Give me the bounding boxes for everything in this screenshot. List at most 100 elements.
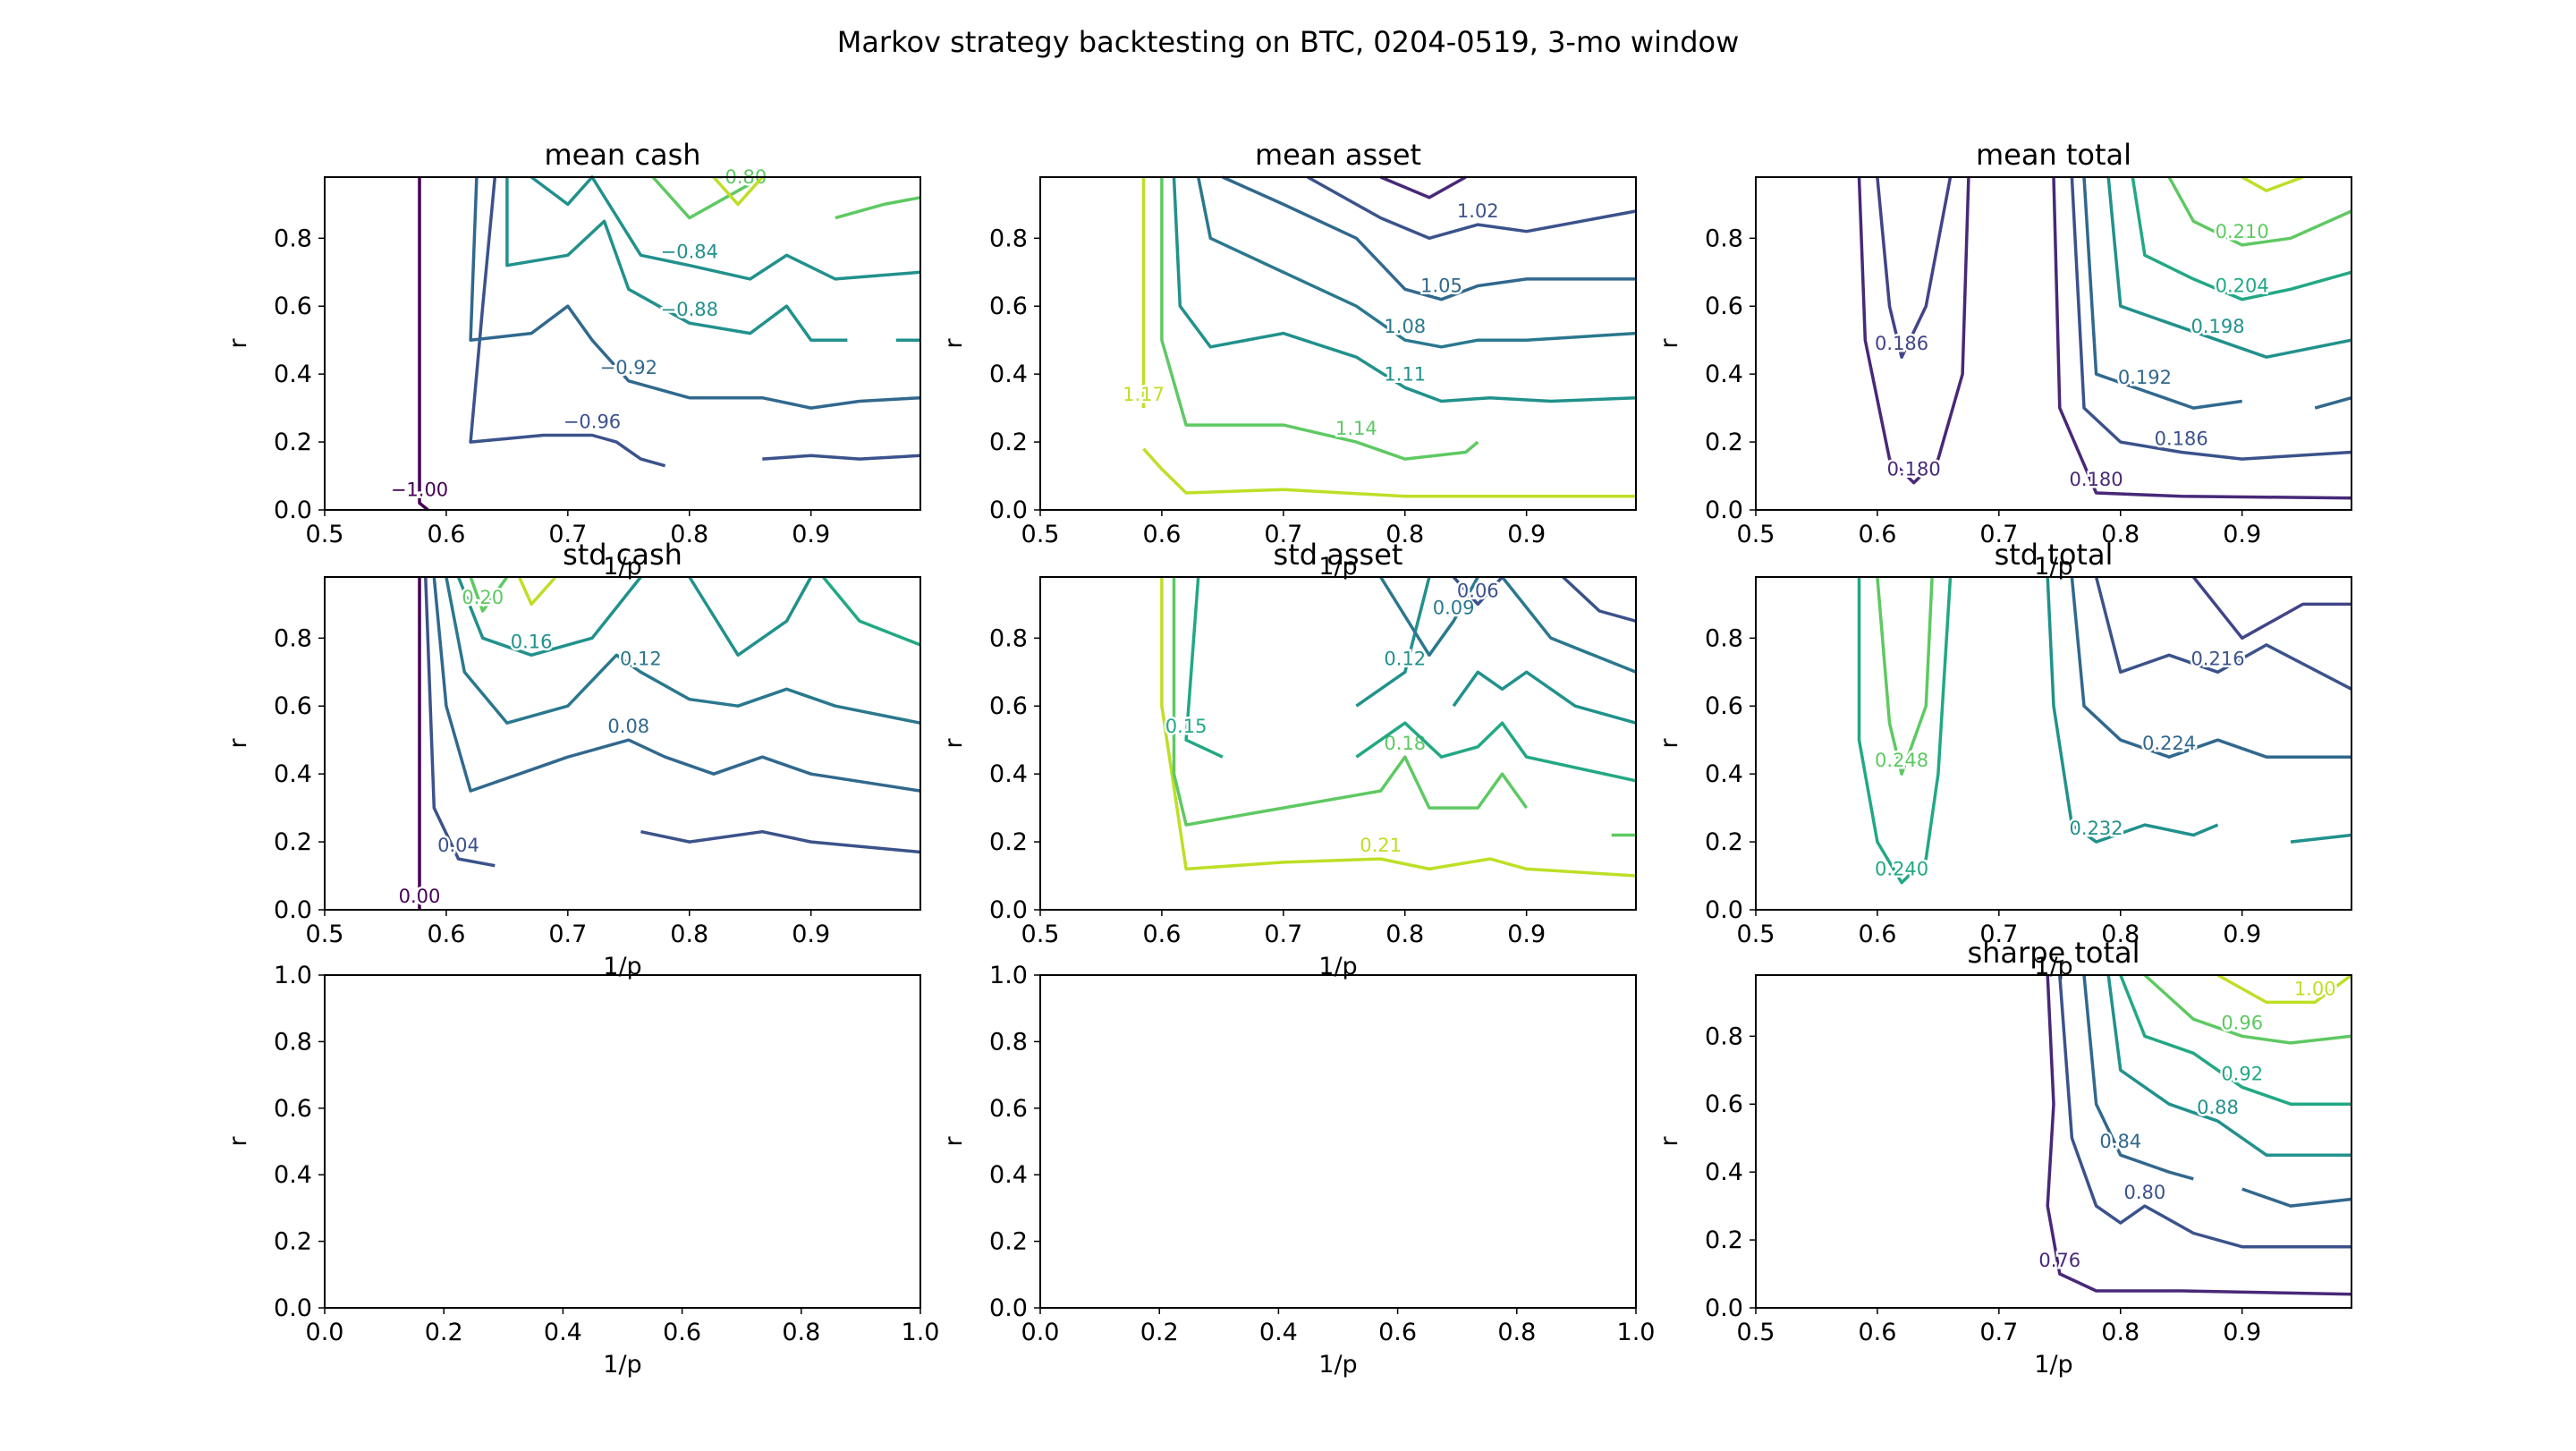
contour-line	[424, 576, 496, 868]
x-tick-label: 0.6	[427, 521, 465, 548]
subplot: 0.210.180.150.120.090.060.5 0.6 0.7 0.8 0.90…	[940, 538, 1637, 980]
contour-line	[1452, 575, 1504, 607]
contour-line	[469, 575, 509, 613]
contour-line	[1562, 575, 1637, 623]
x-tick-label: 0.9	[792, 921, 830, 948]
contour-level-label: 0.00	[399, 886, 441, 907]
subplot: 0.76 0.80 0.84 0.88 0.92 0.96 1.00 0.5 0.6 0.7 0.8…	[1656, 936, 2353, 1379]
x-tick-label: 0.0	[306, 1319, 344, 1346]
x-tick-label: 1.0	[1617, 1319, 1656, 1346]
x-tick-label: 0.4	[544, 1319, 582, 1346]
contour-level-label: 0.08	[607, 716, 649, 737]
x-axis-label: 1/p	[1318, 1351, 1357, 1379]
contour-level-label: −0.92	[600, 357, 657, 378]
contour-line	[1196, 176, 1637, 349]
contour-line	[2216, 973, 2353, 1005]
contour-line	[2070, 176, 2352, 461]
y-tick-label: 0.0	[989, 1294, 1028, 1322]
contour-line	[1160, 577, 1637, 878]
contour-level-label: 0.198	[2190, 316, 2244, 337]
contour-line	[835, 196, 921, 220]
y-tick-label: 0.4	[274, 361, 312, 388]
y-axis-label: r	[940, 1136, 968, 1147]
y-tick-label: 0.4	[1705, 760, 1743, 788]
y-tick-label: 0.4	[989, 1161, 1028, 1189]
y-tick-label: 0.2	[274, 828, 312, 856]
contour-line	[445, 576, 921, 725]
y-tick-label: 0.4	[274, 760, 312, 788]
axes-frame	[1039, 974, 1637, 1309]
axes-frame	[1755, 974, 2352, 1309]
contour-line	[2314, 396, 2352, 410]
y-tick-label: 0.4	[1705, 1158, 1743, 1186]
contour-level-label: 1.05	[1420, 276, 1462, 297]
subplot-title: std total	[1995, 538, 2114, 572]
y-axis-label: r	[225, 738, 252, 749]
contour-line	[2167, 176, 2352, 247]
figure-title: Markov strategy backtesting on BTC, 0204…	[837, 25, 1740, 59]
contour-level-label: 0.20	[462, 587, 504, 608]
contour-level-label: 0.204	[2216, 276, 2269, 297]
y-tick-label: 0.0	[1705, 496, 1743, 524]
contour-line	[651, 175, 764, 220]
y-tick-label: 0.2	[1705, 429, 1743, 456]
contour-level-label: 0.216	[2190, 648, 2244, 669]
x-tick-label: 0.8	[2101, 921, 2140, 948]
subplot: 0.0 0.2 0.4 0.6 0.8 1.0 0.0 0.2 0.4 0.6 0.8 1.0 1/p r	[225, 962, 939, 1379]
y-tick-label: 0.4	[989, 760, 1028, 788]
x-tick-label: 0.9	[1507, 921, 1546, 948]
y-tick-label: 0.8	[274, 225, 312, 252]
y-tick-label: 0.8	[989, 624, 1028, 652]
subplot: 1.17 1.14 1.11 1.08 1.05 1.02 0.5 0.6 0.7 0.8 0.9 0…	[940, 138, 1637, 581]
contour-line	[1307, 175, 1637, 241]
y-tick-label: 0.8	[1705, 225, 1743, 252]
axes-frame	[1755, 576, 2352, 911]
contour-line	[2082, 176, 2242, 410]
y-axis-label: r	[940, 338, 968, 349]
y-tick-label: 0.6	[989, 692, 1028, 720]
x-tick-label: 0.6	[1378, 1319, 1417, 1346]
x-tick-label: 0.7	[1979, 521, 2018, 548]
subplot: 0.240 0.248 0.232 0.224 0.216 0.5 0.6 0.7 0.8 0.9…	[1656, 538, 2352, 980]
x-tick-label: 0.6	[1142, 921, 1181, 948]
y-tick-label: 0.2	[1705, 828, 1743, 856]
contour-level-label: 0.04	[437, 835, 479, 856]
contour-line	[2052, 176, 2352, 500]
subplot-title: mean total	[1976, 138, 2131, 172]
y-tick-label: 1.0	[989, 962, 1028, 989]
contour-line	[2046, 974, 2352, 1296]
y-tick-label: 0.0	[274, 1294, 312, 1322]
contour-level-label: 0.92	[2221, 1063, 2263, 1084]
contour-level-label: 1.02	[1457, 200, 1499, 222]
y-tick-label: 0.8	[274, 624, 312, 652]
x-tick-label: 0.9	[792, 521, 830, 548]
x-tick-label: 0.5	[306, 921, 344, 948]
contour-line	[2191, 575, 2351, 641]
contour-level-label: 0.96	[2221, 1012, 2263, 1033]
y-tick-label: 1.0	[274, 962, 312, 989]
y-tick-label: 0.6	[989, 1095, 1028, 1123]
contour-level-label: 0.248	[1875, 750, 1928, 771]
x-tick-label: 0.6	[1858, 521, 1896, 548]
contour-line	[1355, 721, 1637, 783]
contour-level-label: 0.180	[1887, 459, 1941, 480]
subplot-title: mean asset	[1255, 138, 1421, 172]
contour-level-label: 0.224	[2142, 733, 2196, 754]
x-tick-label: 0.8	[2101, 521, 2140, 548]
x-tick-label: 0.8	[670, 921, 708, 948]
x-tick-label: 0.7	[1979, 921, 2018, 948]
contour-level-label: 0.192	[2118, 367, 2172, 388]
axes-frame	[1755, 176, 2352, 511]
x-tick-label: 0.9	[2223, 521, 2261, 548]
axes-frame	[1039, 576, 1637, 911]
contour-line	[1172, 176, 1637, 403]
y-tick-label: 0.2	[274, 1228, 312, 1256]
x-tick-label: 0.5	[1021, 921, 1060, 948]
subplot: 0.00 0.04 0.08 0.12 0.16 0.20 0.5 0.6 0.7 0.8 0.9 0…	[225, 538, 921, 980]
y-tick-label: 0.8	[274, 1028, 312, 1056]
x-tick-label: 0.5	[1737, 1319, 1775, 1346]
x-tick-label: 0.7	[548, 921, 587, 948]
x-tick-label: 0.8	[1497, 1319, 1536, 1346]
y-tick-label: 0.6	[274, 293, 312, 320]
